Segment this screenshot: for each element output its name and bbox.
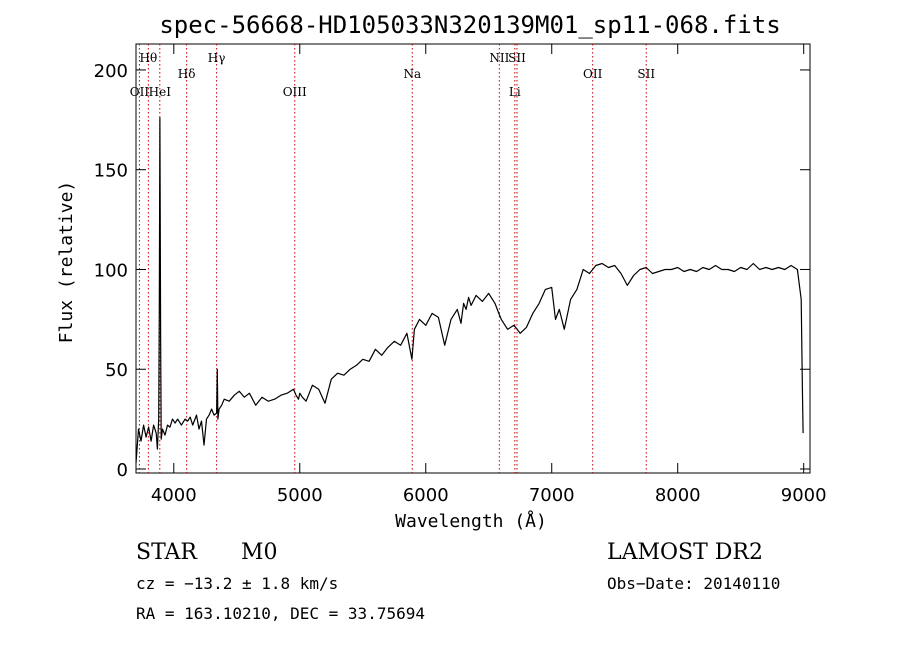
spectral-line-label: Li: [509, 85, 521, 99]
y-tick-label: 150: [94, 161, 128, 182]
flux-series: [135, 117, 804, 464]
spectral-line-label: OII: [130, 85, 150, 99]
spectral-line-label: SII: [637, 67, 655, 81]
obs-date: Obs−Date: 20140110: [607, 574, 780, 593]
y-tick-label: 0: [117, 460, 128, 481]
chart-title: spec-56668-HD105033N320139M01_sp11-068.f…: [159, 11, 780, 39]
axis-ticks: 4000 5000 6000 7000 8000 9000 0 50 100 150 200: [94, 44, 827, 506]
redshift-cz: cz = −13.2 ± 1.8 km/s: [136, 574, 338, 593]
x-axis-label: Wavelength (Å): [395, 510, 547, 532]
y-tick-label: 100: [94, 260, 128, 281]
plot-frame: [135, 43, 811, 474]
spectral-line-label: Hθ: [139, 51, 157, 65]
x-tick-label: 8000: [655, 485, 701, 506]
spectral-line-label: SII: [508, 51, 526, 65]
plot-area: [135, 43, 811, 474]
spectral-line-label: NII: [489, 51, 509, 65]
x-tick-label: 7000: [529, 485, 575, 506]
spectral-line-label: Hγ: [208, 51, 226, 65]
x-tick-label: 9000: [781, 485, 827, 506]
x-tick-label: 6000: [403, 485, 449, 506]
spectral-line-markers: OII Hθ HeI Hδ Hγ OIII Na NII Li SII OII SII: [130, 44, 655, 473]
x-tick-label: 4000: [151, 485, 197, 506]
y-tick-label: 200: [94, 61, 128, 82]
spectral-line-label: Na: [403, 67, 421, 81]
object-type: STAR: [136, 540, 198, 565]
y-axis-label: Flux (relative): [56, 181, 77, 344]
y-tick-label: 50: [105, 360, 128, 381]
survey-name: LAMOST DR2: [607, 540, 763, 565]
object-subclass: M0: [241, 540, 278, 565]
spectral-line-label: Hδ: [178, 67, 196, 81]
spectral-line-label: OII: [583, 67, 603, 81]
x-tick-label: 5000: [277, 485, 323, 506]
flux-line: [135, 117, 804, 464]
coordinates: RA = 163.10210, DEC = 33.75694: [136, 604, 425, 623]
spectral-line-label: OIII: [283, 85, 307, 99]
spectral-line-label: HeI: [149, 85, 172, 99]
